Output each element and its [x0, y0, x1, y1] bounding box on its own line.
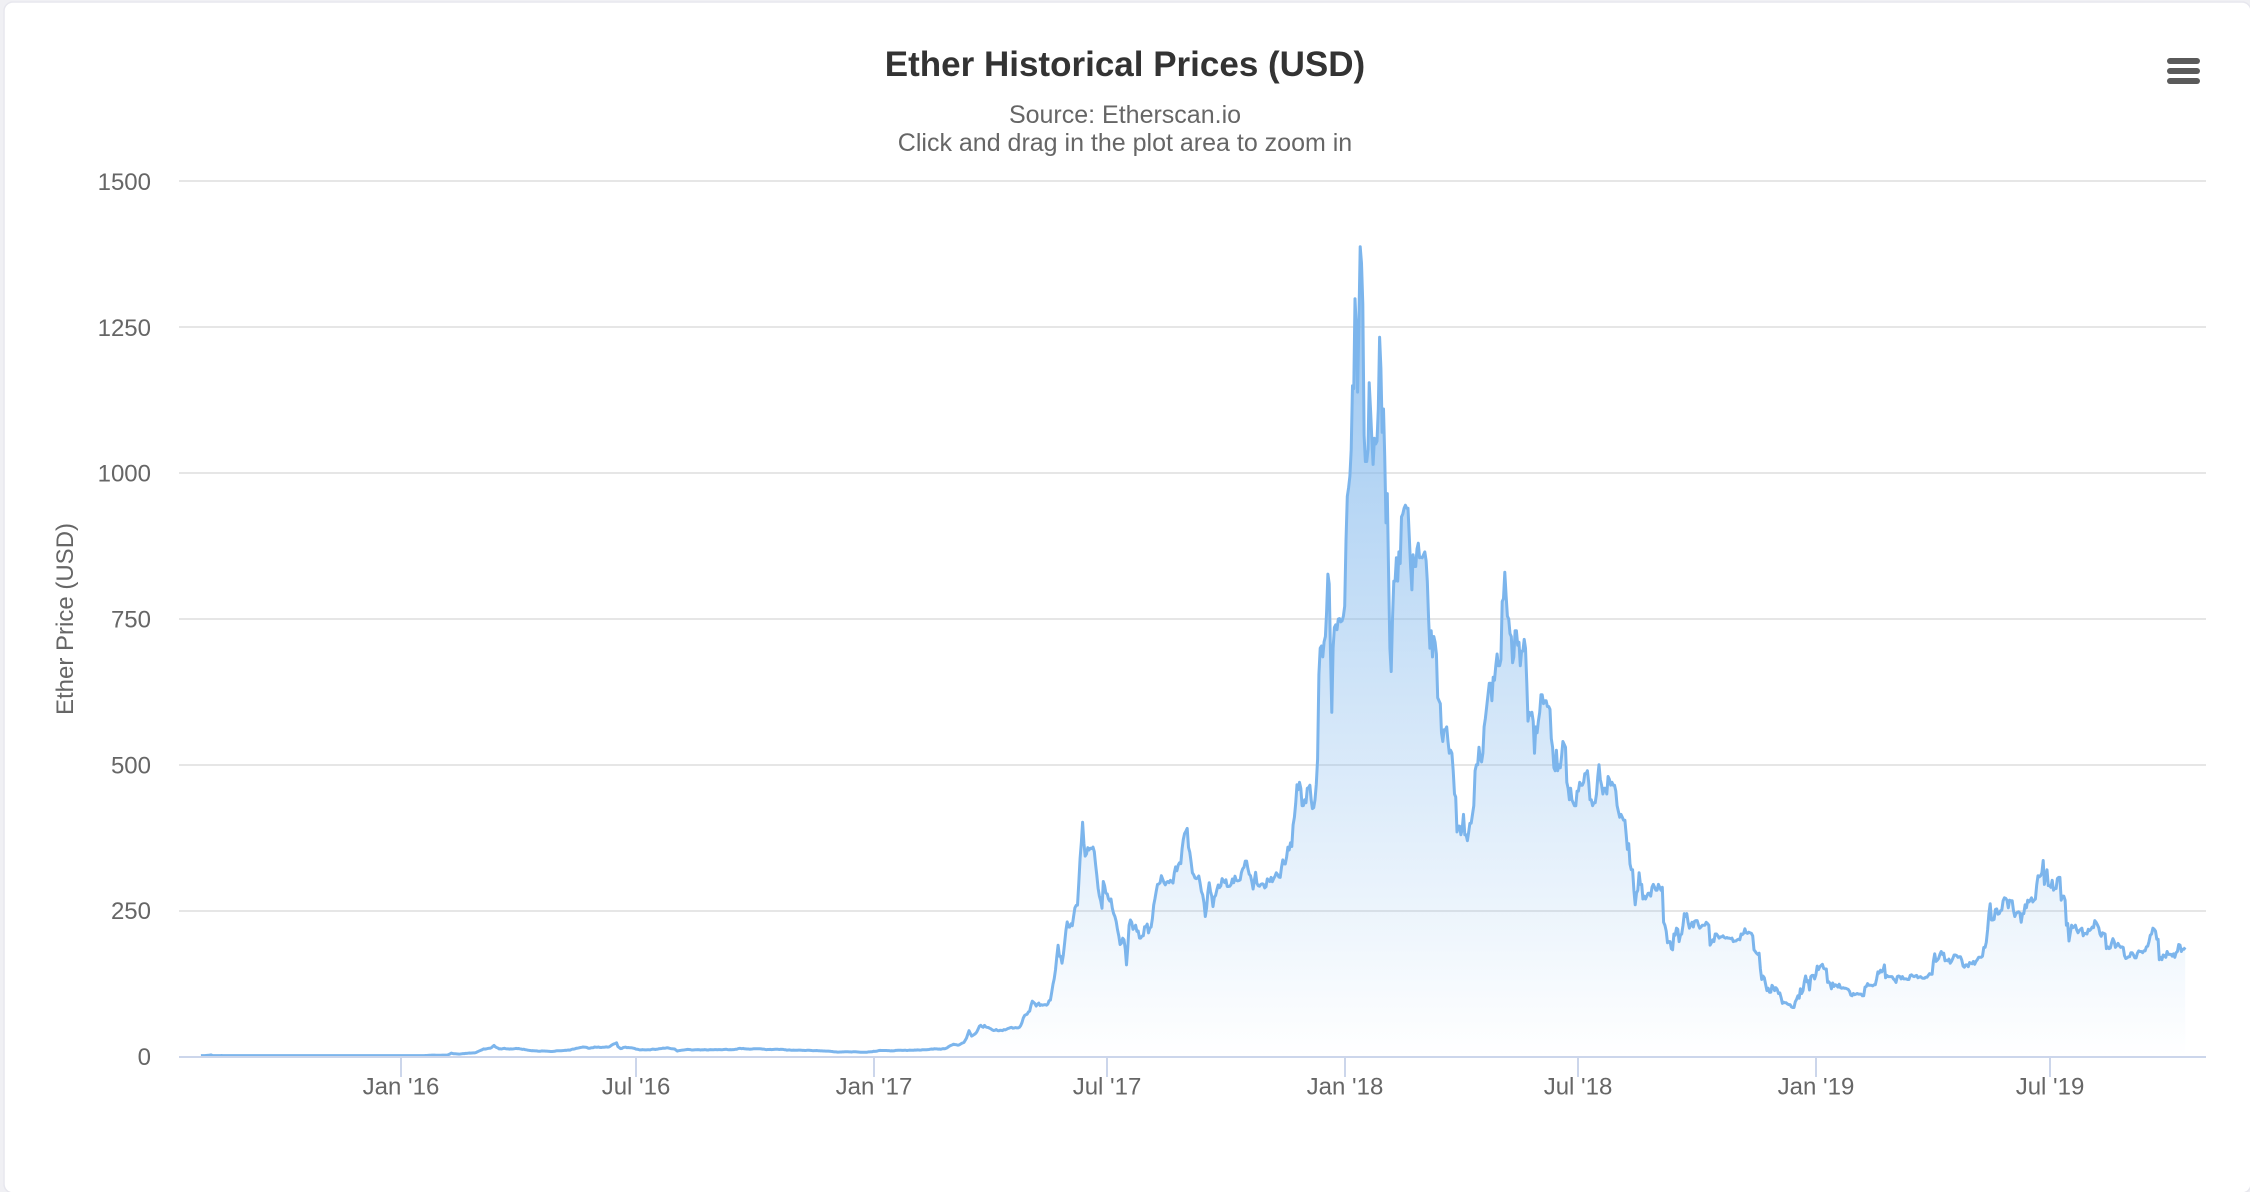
svg-text:Jul '17: Jul '17 [1073, 1074, 1142, 1101]
svg-text:Jan '17: Jan '17 [836, 1074, 913, 1101]
svg-text:250: 250 [111, 898, 151, 925]
svg-text:1000: 1000 [98, 461, 151, 488]
svg-text:Click and drag in the plot are: Click and drag in the plot area to zoom … [898, 129, 1352, 157]
svg-text:Jan '16: Jan '16 [363, 1074, 440, 1101]
svg-text:Jul '16: Jul '16 [602, 1074, 671, 1101]
svg-text:Ether Historical Prices (USD): Ether Historical Prices (USD) [885, 45, 1365, 84]
svg-text:Source: Etherscan.io: Source: Etherscan.io [1009, 101, 1241, 129]
svg-text:Jul '19: Jul '19 [2016, 1074, 2085, 1101]
svg-text:500: 500 [111, 752, 151, 779]
svg-text:1250: 1250 [98, 315, 151, 342]
svg-text:1500: 1500 [98, 169, 151, 196]
svg-text:Jul '18: Jul '18 [1544, 1074, 1613, 1101]
svg-text:0: 0 [138, 1044, 151, 1071]
svg-text:Jan '18: Jan '18 [1307, 1074, 1384, 1101]
svg-text:Ether Price (USD): Ether Price (USD) [52, 523, 79, 715]
svg-text:750: 750 [111, 607, 151, 634]
svg-text:Jan '19: Jan '19 [1778, 1074, 1855, 1101]
